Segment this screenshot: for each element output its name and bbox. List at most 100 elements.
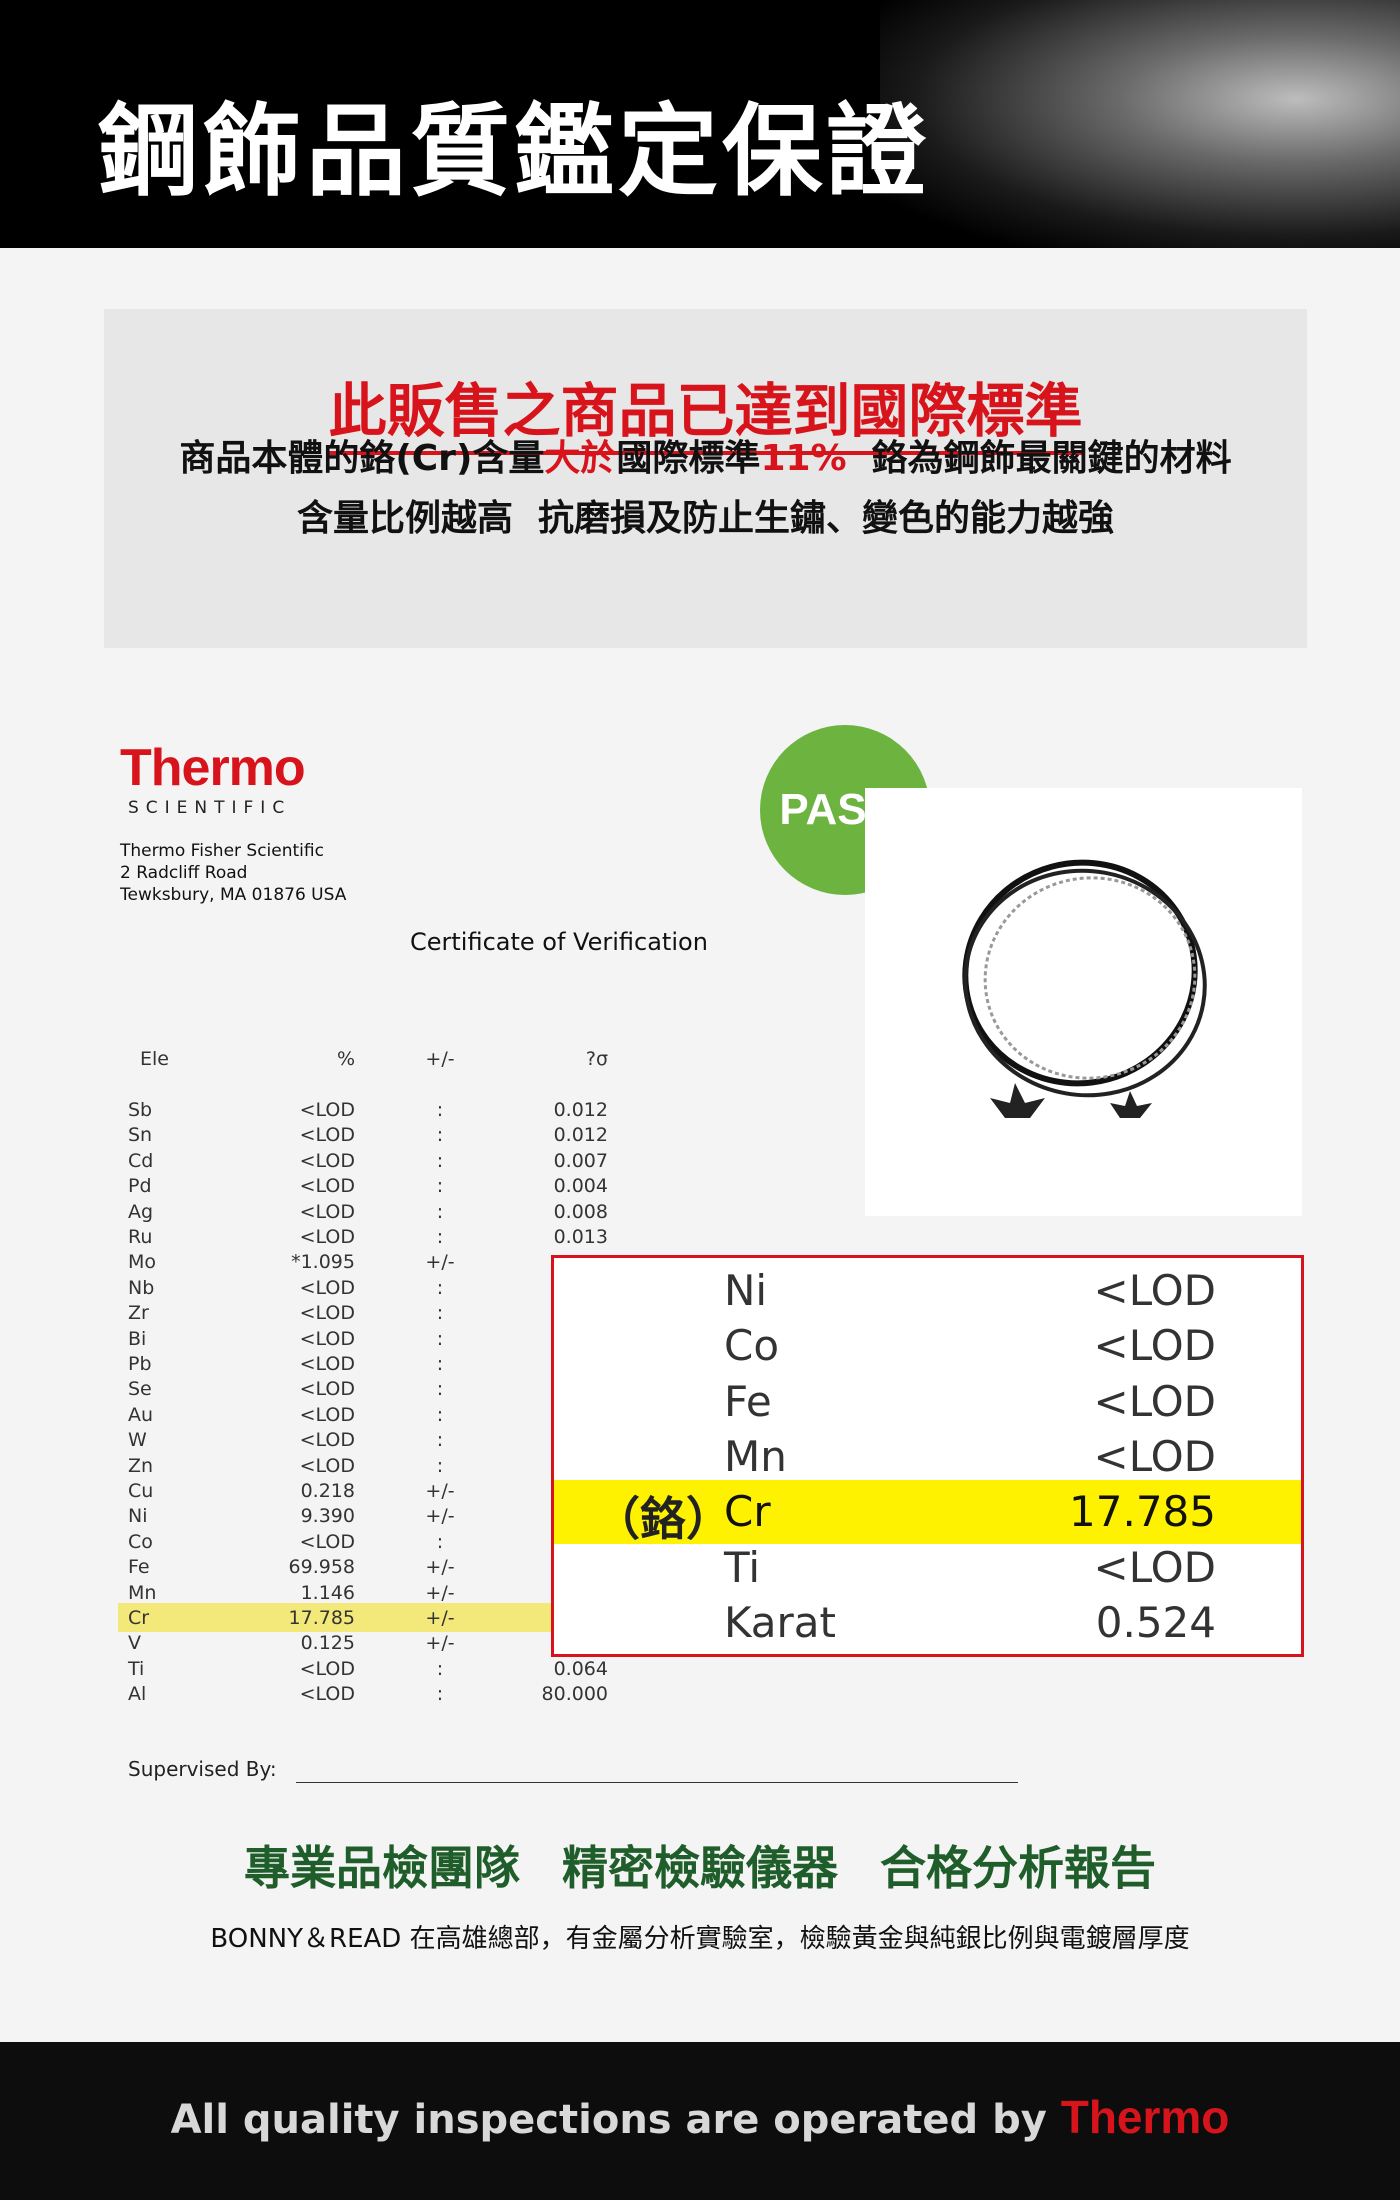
table-cell-plus-minus: +/- (425, 1581, 455, 1604)
table-cell-plus-minus: : (436, 1226, 444, 1248)
table-cell-plus-minus: : (436, 1353, 444, 1375)
column-header-percent: % (336, 1048, 355, 1070)
info-line-1: 商品本體的鉻(Cr)含量大於國際標準11% 鉻為鋼飾最關鍵的材料 (179, 438, 1232, 479)
table-cell-sigma: 0.012 (553, 1099, 608, 1121)
table-cell-plus-minus: : (436, 1099, 444, 1121)
thermo-brand: Thermo (1060, 2091, 1230, 2143)
table-cell-element: Sb (128, 1099, 153, 1121)
lab-description: BONNY＆READ 在高雄總部，有金屬分析實驗室，檢驗黃金與純銀比例與電鍍層厚… (210, 1924, 1190, 1954)
table-cell-percent: <LOD (299, 1657, 355, 1680)
table-cell-plus-minus: : (436, 1276, 444, 1299)
result-value: 0.524 (1095, 1597, 1216, 1647)
column-header-sigma: ?σ (585, 1048, 608, 1070)
result-value: <LOD (1093, 1431, 1217, 1481)
table-cell-plus-minus: : (436, 1200, 444, 1223)
table-cell-plus-minus: : (436, 1530, 444, 1553)
cr-highlight-bar (554, 1480, 1301, 1544)
table-cell-percent: <LOD (299, 1454, 355, 1477)
table-cell-percent: <LOD (299, 1200, 355, 1223)
table-cell-plus-minus: +/- (425, 1505, 455, 1528)
table-cell-plus-minus: +/- (425, 1251, 455, 1274)
standard-info-box: 此販售之商品已達到國際標準 商品本體的鉻(Cr)含量大於國際標準11% 鉻為鋼飾… (104, 309, 1307, 648)
supervised-label: Supervised By: (128, 1757, 277, 1781)
table-cell-element: Zn (128, 1454, 154, 1477)
header-photo (880, 0, 1400, 248)
info-line-2: 含量比例越高 抗磨損及防止生鏽、變色的能力越強 (296, 498, 1115, 539)
result-element: Fe (724, 1376, 772, 1426)
table-cell-element: Pb (128, 1353, 152, 1375)
certificate-title: Certificate of Verification (410, 928, 708, 956)
table-cell-percent: <LOD (299, 1175, 355, 1198)
table-cell-element: Bi (128, 1327, 147, 1350)
footer: All quality inspections are operated by … (0, 2042, 1400, 2200)
result-value: 17.785 (1069, 1487, 1216, 1537)
table-cell-element: Al (128, 1683, 147, 1706)
features-heading: 專業品檢團隊 精密檢驗儀器 合格分析報告 (243, 1841, 1157, 1895)
table-cell-percent: <LOD (299, 1530, 355, 1553)
header-banner: 鋼飾品質鑑定保證 (0, 0, 1400, 248)
table-cell-element: Cu (128, 1480, 154, 1502)
table-cell-percent: 69.958 (288, 1556, 355, 1579)
table-cell-element: Ni (128, 1505, 148, 1528)
table-cell-sigma: 0.004 (553, 1175, 608, 1198)
table-cell-plus-minus: : (436, 1149, 444, 1172)
table-cell-sigma: 0.007 (553, 1149, 608, 1172)
table-cell-percent: 17.785 (288, 1607, 355, 1629)
table-cell-percent: <LOD (299, 1099, 355, 1121)
table-cell-percent: <LOD (299, 1353, 355, 1375)
result-element: Cr (724, 1487, 771, 1537)
table-cell-plus-minus: : (436, 1124, 444, 1147)
table-cell-plus-minus: +/- (425, 1607, 455, 1629)
table-cell-element: Sn (128, 1124, 153, 1147)
table-cell-plus-minus: : (436, 1302, 444, 1325)
table-cell-element: W (128, 1429, 147, 1452)
table-cell-plus-minus: : (436, 1403, 444, 1426)
table-cell-element: Pd (128, 1175, 152, 1198)
table-cell-element: Ti (128, 1657, 145, 1680)
table-cell-percent: 9.390 (300, 1505, 355, 1528)
table-cell-percent: <LOD (299, 1683, 355, 1706)
page-title: 鋼飾品質鑑定保證 (98, 93, 930, 210)
table-cell-percent: *1.095 (291, 1251, 355, 1274)
table-cell-percent: <LOD (299, 1429, 355, 1452)
table-cell-percent: <LOD (299, 1302, 355, 1325)
table-cell-percent: <LOD (299, 1149, 355, 1172)
table-cell-sigma: 0.064 (553, 1657, 608, 1680)
table-cell-element: Mn (128, 1581, 157, 1604)
table-cell-percent: 0.125 (300, 1632, 355, 1655)
table-cell-plus-minus: : (436, 1429, 444, 1452)
table-cell-percent: 1.146 (300, 1581, 355, 1604)
table-cell-element: V (128, 1632, 141, 1655)
table-cell-plus-minus: : (436, 1378, 444, 1401)
table-cell-element: Au (128, 1403, 154, 1426)
table-cell-element: Zr (128, 1302, 149, 1325)
table-cell-element: Cd (128, 1149, 154, 1172)
result-element: Karat (724, 1597, 837, 1647)
address: Thermo Fisher Scientific 2 Radcliff Road T… (120, 841, 347, 905)
table-cell-percent: <LOD (299, 1327, 355, 1350)
result-value: <LOD (1093, 1266, 1217, 1315)
result-element: Ni (724, 1266, 768, 1315)
footer-text: All quality inspections are operated by … (170, 2091, 1230, 2143)
table-cell-element: Co (128, 1530, 153, 1553)
table-cell-sigma: 0.008 (553, 1200, 608, 1223)
table-cell-element: Nb (128, 1276, 155, 1299)
table-cell-plus-minus: : (436, 1657, 444, 1680)
table-cell-plus-minus: +/- (425, 1632, 455, 1655)
column-header-plus-minus: +/- (425, 1048, 455, 1070)
headline-text: 此販售之商品已達到國際標準 (328, 377, 1083, 455)
table-cell-plus-minus: : (436, 1683, 444, 1706)
cr-row-highlight (118, 1603, 554, 1632)
table-cell-sigma: 80.000 (541, 1683, 608, 1706)
table-cell-percent: 0.218 (300, 1480, 355, 1502)
table-cell-plus-minus: +/- (425, 1556, 455, 1579)
table-cell-plus-minus: : (436, 1454, 444, 1477)
column-header-element: Ele (140, 1048, 169, 1070)
result-element: Co (724, 1321, 780, 1371)
product-image (865, 788, 1302, 1216)
result-value: <LOD (1093, 1542, 1217, 1592)
signature-line (296, 1782, 1018, 1783)
table-cell-element: Mo (128, 1251, 157, 1274)
result-value: <LOD (1093, 1376, 1217, 1426)
table-cell-percent: <LOD (299, 1378, 355, 1401)
